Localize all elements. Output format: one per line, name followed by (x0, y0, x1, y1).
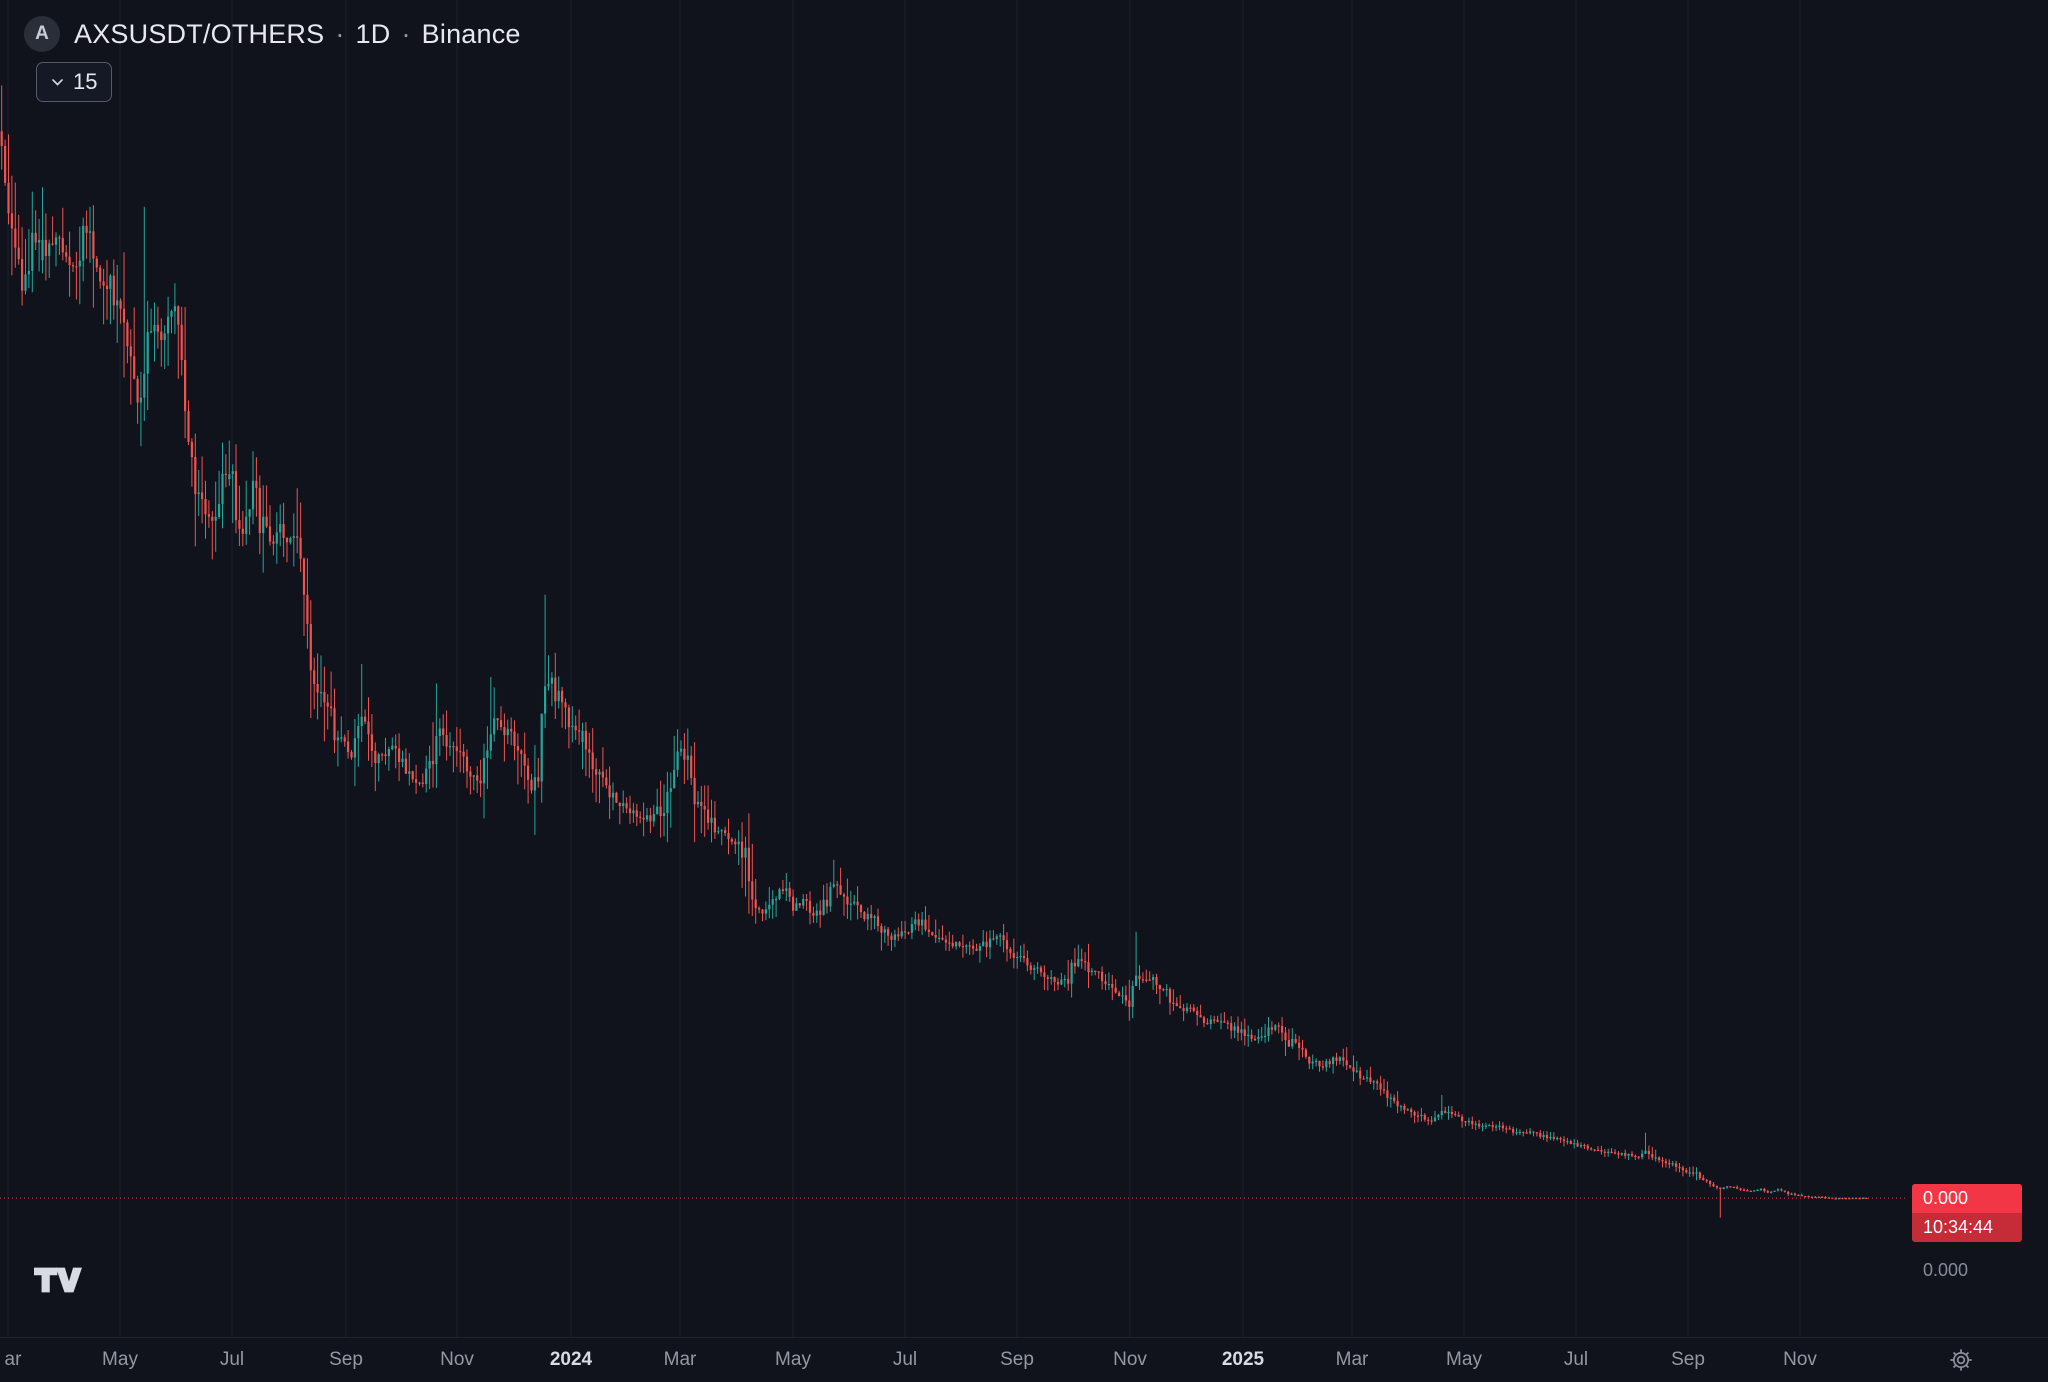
time-axis-label: Sep (1000, 1349, 1034, 1370)
time-axis-label: Nov (1113, 1349, 1147, 1370)
symbol-title[interactable]: AXSUSDT/OTHERS · 1D · Binance (74, 19, 521, 50)
symbol-logo[interactable]: A (24, 16, 60, 52)
bar-countdown: 10:34:44 (1912, 1213, 2022, 1242)
symbol-logo-letter: A (35, 23, 49, 44)
current-price-value: 0.000 (1923, 1188, 1969, 1208)
tradingview-logo[interactable] (34, 1266, 82, 1299)
time-axis-label: Nov (1783, 1349, 1817, 1370)
title-separator: · (335, 18, 345, 49)
symbol-name: AXSUSDT/OTHERS (74, 18, 325, 49)
time-axis[interactable]: ar May Jul Sep Nov 2024 Mar May Jul Sep Nov 2025 Mar… (0, 1337, 2048, 1382)
title-separator: · (401, 18, 411, 49)
settings-gear-icon[interactable] (1948, 1347, 1974, 1378)
time-axis-label: 2025 (1221, 1349, 1265, 1370)
exchange-label: Binance (421, 18, 521, 49)
time-axis-label: May (775, 1349, 811, 1370)
time-axis-label: Mar (663, 1349, 697, 1370)
interval-label: 1D (355, 18, 391, 49)
time-axis-label: ar (4, 1349, 22, 1370)
price-axis-label: 0.000 (1923, 1260, 1969, 1280)
time-axis-label: Sep (1671, 1349, 1705, 1370)
time-axis-label: Jul (892, 1349, 918, 1370)
symbol-header: A AXSUSDT/OTHERS · 1D · Binance (24, 16, 521, 52)
time-axis-label: Mar (1335, 1349, 1369, 1370)
time-axis-label: Jul (219, 1349, 245, 1370)
bars-dropdown[interactable]: 15 (36, 62, 113, 102)
tradingview-logo-icon (34, 1267, 82, 1293)
gear-icon (1950, 1349, 1972, 1371)
time-axis-label: Nov (440, 1349, 474, 1370)
current-price-badge: 0.000 10:34:44 (1912, 1184, 2022, 1242)
time-axis-label: May (102, 1349, 138, 1370)
time-axis-label: Jul (1563, 1349, 1589, 1370)
time-axis-label: May (1446, 1349, 1482, 1370)
bars-dropdown-value: 15 (73, 69, 98, 94)
chevron-down-icon (52, 78, 63, 86)
time-axis-label: 2024 (549, 1349, 593, 1370)
time-axis-label: Sep (329, 1349, 363, 1370)
